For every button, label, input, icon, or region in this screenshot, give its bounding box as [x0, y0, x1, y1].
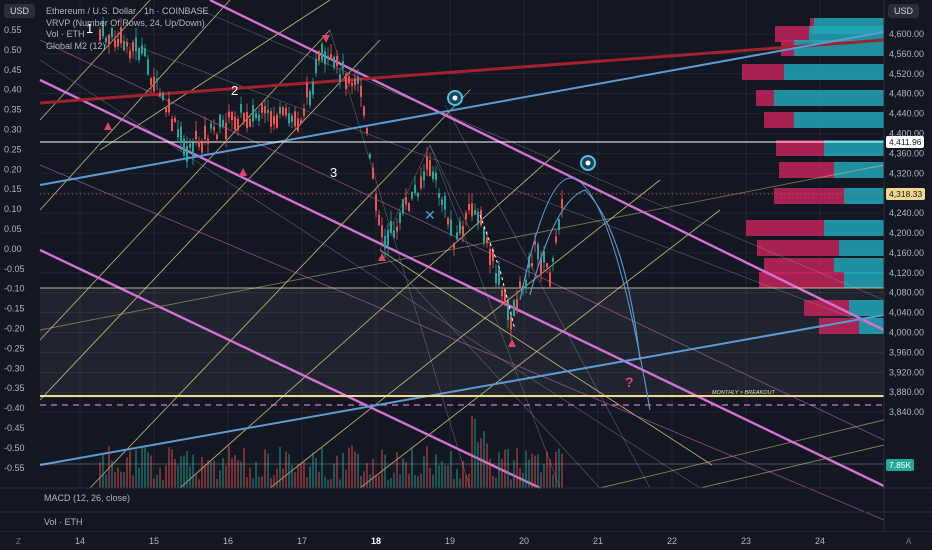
- price-axis-tick: 4,440.00: [889, 109, 924, 119]
- left-axis-tick: 0.20: [4, 164, 22, 174]
- left-axis-tick: 0.10: [4, 204, 22, 214]
- left-axis-tick: 0.30: [4, 125, 22, 135]
- macd-pane-label[interactable]: MACD (12, 26, close): [44, 493, 131, 503]
- time-axis-tick: 14: [75, 536, 85, 546]
- wave-label-1: 1: [86, 21, 93, 36]
- butterfly-icon: ✕: [424, 207, 436, 223]
- price-axis-tick: 4,080.00: [889, 288, 924, 298]
- left-axis-tick: -0.50: [4, 443, 25, 453]
- time-axis-tick: 15: [149, 536, 159, 546]
- current-price-tag: 4,318.33: [886, 188, 926, 200]
- blue-trendlines: [39, 31, 885, 466]
- left-axis-tick: -0.15: [4, 304, 25, 314]
- time-axis-tick: 16: [223, 536, 233, 546]
- indicator-volume[interactable]: Vol · ETH: [46, 29, 85, 39]
- wave-label-2: 2: [231, 83, 238, 98]
- price-axis-tick: 3,920.00: [889, 367, 924, 377]
- left-axis-tick: 0.25: [4, 144, 22, 154]
- price-axis-tick: 4,600.00: [889, 29, 924, 39]
- left-axis-tick: -0.30: [4, 363, 25, 373]
- left-axis-tick: -0.45: [4, 423, 25, 433]
- left-axis-tick: 0.35: [4, 105, 22, 115]
- left-axis-tick: -0.25: [4, 343, 25, 353]
- price-axis-tick: 4,400.00: [889, 129, 924, 139]
- volume-tag: 7.85K: [886, 459, 915, 471]
- left-axis-tick: -0.40: [4, 403, 25, 413]
- time-axis-tick: 21: [593, 536, 603, 546]
- channel-midlines: [39, 39, 885, 521]
- symbol-title[interactable]: Ethereum / U.S. Dollar · 1h · COINBASE: [46, 6, 209, 16]
- price-axis-tick: 4,040.00: [889, 308, 924, 318]
- left-axis-tick: 0.15: [4, 184, 22, 194]
- target-circles: [447, 90, 596, 171]
- fib-fan-lines: [39, 0, 885, 489]
- price-axis-tick: 4,000.00: [889, 328, 924, 338]
- price-axis[interactable]: 4,600.00 4,560.00 4,520.00 4,480.00 4,440.00…: [889, 29, 924, 417]
- price-axis-tick: 3,880.00: [889, 387, 924, 397]
- time-axis-tick: 17: [297, 536, 307, 546]
- volume-bars: [99, 415, 563, 488]
- question-mark: ?: [625, 374, 634, 390]
- time-axis-tick: 24: [815, 536, 825, 546]
- price-axis-tick: 4,120.00: [889, 268, 924, 278]
- currency-right-button[interactable]: USD: [888, 4, 920, 18]
- left-axis-tick: -0.05: [4, 264, 25, 274]
- left-axis-tick: 0.50: [4, 45, 22, 55]
- indicator-m2[interactable]: Global M2 (12): [46, 40, 106, 51]
- volume-profile: [742, 18, 884, 334]
- left-axis-tick: -0.20: [4, 324, 25, 334]
- auto-scale-icon[interactable]: A: [906, 537, 912, 546]
- price-axis-tick: 4,480.00: [889, 89, 924, 99]
- price-axis-tick: 4,160.00: [889, 248, 924, 258]
- candlesticks: [99, 16, 563, 340]
- price-axis-tick: 4,240.00: [889, 208, 924, 218]
- left-axis-tick: -0.55: [4, 463, 25, 473]
- volume-pane-label[interactable]: Vol · ETH: [44, 517, 83, 527]
- left-axis-tick: -0.35: [4, 383, 25, 393]
- price-axis-tick: 4,200.00: [889, 228, 924, 238]
- price-axis-tick: 3,840.00: [889, 407, 924, 417]
- time-axis[interactable]: 14 15 16 17 18 19 20 21 22 23 24: [75, 536, 825, 546]
- wave-label-3: 3: [330, 165, 337, 180]
- left-axis-tick: 0.00: [4, 244, 22, 254]
- price-axis-tick: 3,960.00: [889, 347, 924, 357]
- indicator-vrvp[interactable]: VRVP (Number Of Rows, 24, Up/Down): [46, 17, 205, 28]
- left-axis-tick: 0.40: [4, 85, 22, 95]
- left-axis: 0.55 0.50 0.45 0.40 0.35 0.30 0.25 0.20 0.15 0.10…: [4, 25, 25, 473]
- price-axis-tick: 4,320.00: [889, 168, 924, 178]
- time-axis-tick: 22: [667, 536, 677, 546]
- timezone-icon[interactable]: Z: [16, 537, 21, 546]
- time-axis-tick: 20: [519, 536, 529, 546]
- time-axis-tick: 23: [741, 536, 751, 546]
- currency-left-button[interactable]: USD: [4, 4, 36, 18]
- left-axis-tick: 0.55: [4, 25, 22, 35]
- time-axis-tick: 19: [445, 536, 455, 546]
- price-axis-tick: 4,360.00: [889, 148, 924, 158]
- projection-arcs: [519, 177, 651, 411]
- left-axis-tick: -0.10: [4, 284, 25, 294]
- left-axis-tick: 0.45: [4, 65, 22, 75]
- chart-legend: Ethereum / U.S. Dollar · 1h · COINBASE V…: [46, 6, 209, 52]
- level-price-tag: 4,411.96: [886, 136, 925, 148]
- left-axis-tick: 0.05: [4, 224, 22, 234]
- range-box: [40, 288, 884, 398]
- time-axis-tick: 18: [371, 536, 381, 546]
- pivot-markers: [104, 35, 516, 347]
- monthly-breakout-label: MONTHLY > BREAKOUT: [712, 390, 775, 396]
- price-axis-tick: 4,560.00: [889, 49, 924, 59]
- price-axis-tick: 4,520.00: [889, 69, 924, 79]
- projection-dashed: [479, 214, 516, 331]
- red-trendline: [39, 38, 885, 105]
